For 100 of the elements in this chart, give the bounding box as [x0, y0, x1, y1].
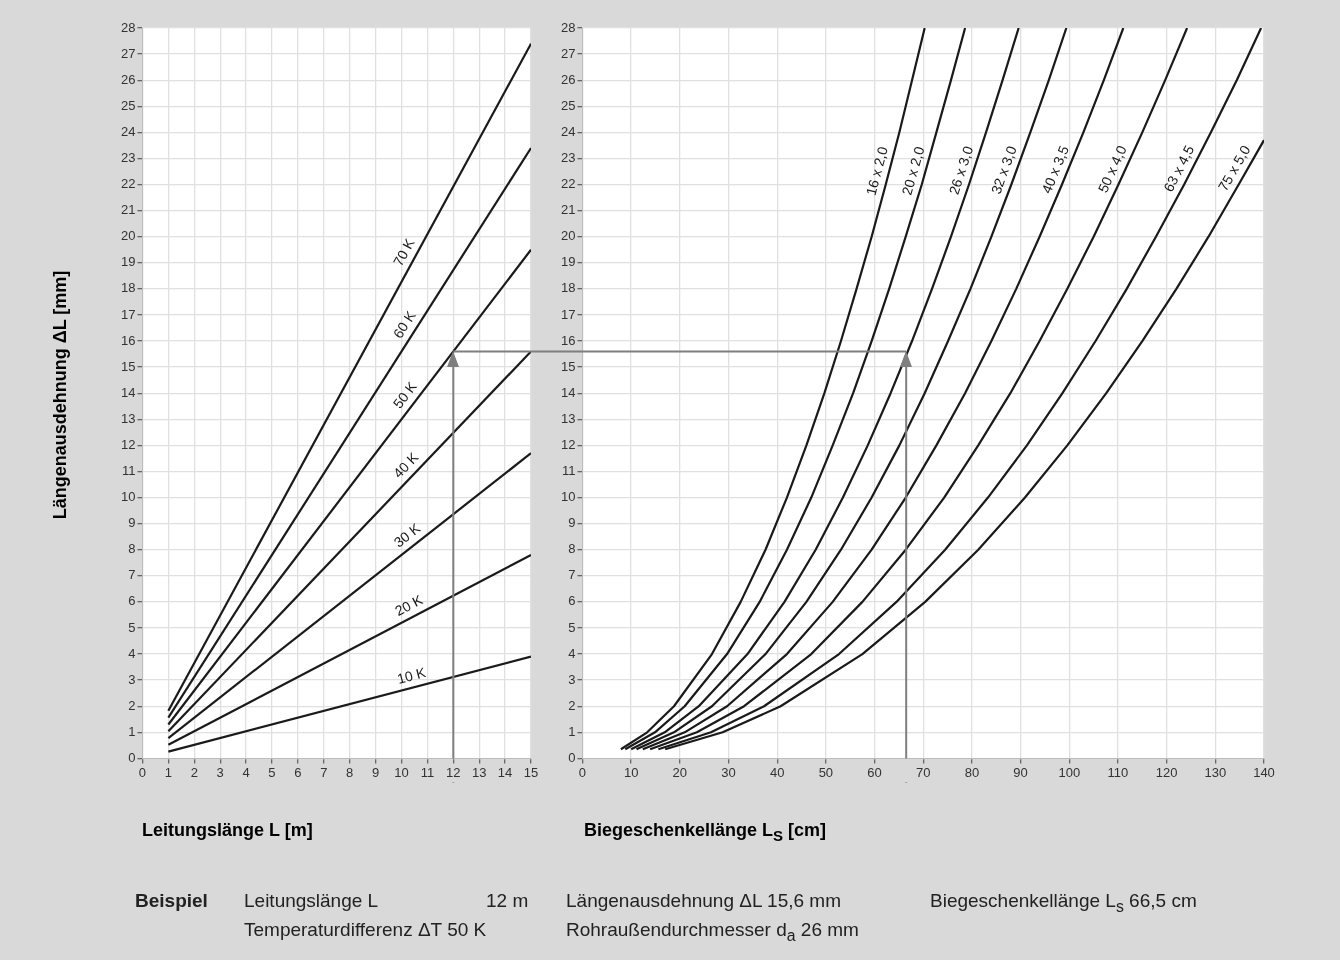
x-tick-label: 4 — [242, 764, 250, 780]
y-tick-label: 10 — [120, 489, 136, 505]
y-tick-label: 3 — [568, 671, 576, 687]
text: Leitungslänge L — [244, 890, 379, 912]
text: 60 K — [389, 307, 420, 342]
y-tick-label: 2 — [568, 697, 576, 713]
text: 12 m — [486, 890, 529, 912]
text: 20 x 2,0 — [898, 144, 928, 197]
x-tick-label: 2 — [190, 764, 198, 780]
x-tick-label: 130 — [1204, 764, 1227, 780]
y-tick-label: 8 — [568, 541, 576, 557]
x-tick-label: 6 — [294, 764, 302, 780]
text: Rohraußendurchmesser d$_{a}$ 26 mm — [566, 919, 859, 945]
x-tick-label: 30 — [721, 764, 736, 780]
y-axis-title: Längenausdehnung ΔL [mm] — [49, 270, 71, 520]
y-tick-label: 20 — [120, 228, 136, 244]
y-tick-label: 23 — [560, 150, 576, 166]
y-tick-label: 26 — [120, 71, 136, 87]
x-tick-label: 100 — [1058, 764, 1081, 780]
y-tick-label: 13 — [560, 410, 576, 426]
text: 40 K — [389, 448, 422, 482]
y-tick-label: 11 — [561, 463, 576, 479]
y-tick-label: 21 — [120, 202, 136, 218]
y-tick-label: 22 — [120, 176, 136, 192]
y-tick-label: 1 — [128, 723, 136, 739]
y-tick-label: 5 — [128, 619, 136, 635]
y-tick-label: 6 — [568, 593, 576, 609]
y-tick-label: 11 — [121, 463, 136, 479]
text: 75 x 5,0 — [1214, 142, 1254, 194]
x-tick-label: 14 — [497, 764, 513, 780]
x-tick-label: 120 — [1155, 764, 1178, 780]
y-tick-label: 20 — [560, 228, 576, 244]
x-tick-label: 20 — [672, 764, 688, 780]
text: 20 K — [392, 591, 426, 619]
y-tick-label: 25 — [120, 97, 136, 113]
x-tick-label: 110 — [1107, 764, 1129, 780]
y-tick-label: 7 — [568, 567, 576, 583]
x-tick-label: 90 — [1013, 764, 1028, 780]
text: 50 K — [389, 378, 421, 412]
y-tick-label: 7 — [128, 567, 136, 583]
text: 16 x 2,0 — [862, 144, 891, 198]
x-tick-label: 140 — [1253, 764, 1275, 780]
y-tick-label: 2 — [128, 697, 136, 713]
y-tick-label: 1 — [568, 723, 576, 739]
x-tick-label: 40 — [769, 764, 785, 780]
y-tick-label: 3 — [128, 671, 136, 687]
x-tick-label: 1 — [164, 764, 172, 780]
y-tick-label: 5 — [568, 619, 576, 635]
x-tick-label: 10 — [623, 764, 639, 780]
y-tick-label: 0 — [568, 749, 576, 765]
y-tick-label: 12 — [120, 436, 136, 452]
text: Biegeschenkellänge L$_{s}$ 66,5 cm — [930, 890, 1197, 916]
text: 70 K — [389, 235, 418, 269]
y-tick-label: 15 — [560, 358, 576, 374]
y-tick-label: 0 — [128, 749, 136, 765]
text: Längenausdehnung ΔL 15,6 mm — [566, 890, 842, 912]
y-tick-label: 18 — [560, 280, 576, 296]
y-tick-label: 19 — [120, 254, 136, 270]
y-tick-label: 28 — [120, 19, 136, 35]
y-tick-label: 12 — [560, 436, 576, 452]
y-tick-label: 16 — [560, 332, 576, 348]
y-tick-label: 24 — [560, 123, 576, 139]
y-tick-label: 9 — [568, 515, 576, 531]
y-tick-label: 27 — [560, 45, 576, 61]
y-tick-label: 18 — [120, 280, 136, 296]
x-tick-label: 0 — [578, 764, 587, 780]
x-tick-label: 80 — [964, 764, 980, 780]
y-tick-label: 8 — [128, 541, 136, 557]
y-tick-label: 14 — [120, 384, 136, 400]
y-tick-label: 17 — [560, 306, 576, 322]
y-tick-label: 22 — [560, 176, 576, 192]
y-tick-label: 13 — [120, 410, 136, 426]
text: 63 x 4,5 — [1160, 142, 1198, 195]
x-tick-label: 0 — [138, 764, 147, 780]
y-tick-label: 28 — [560, 19, 576, 35]
text: 50 x 4,0 — [1094, 142, 1130, 195]
text: Temperaturdifferenz ΔT 50 K — [244, 919, 487, 941]
x-axis-title: Leitungslänge L [m] — [142, 820, 313, 841]
text: 10 K — [395, 663, 428, 687]
x-tick-label: 13 — [471, 764, 487, 780]
y-tick-label: 4 — [128, 645, 136, 661]
y-tick-label: 6 — [128, 593, 136, 609]
y-tick-label: 4 — [568, 645, 576, 661]
y-tick-label: 16 — [120, 332, 136, 348]
y-tick-label: 23 — [120, 150, 136, 166]
x-tick-label: 70 — [916, 764, 931, 780]
x-tick-label: 5 — [268, 764, 276, 780]
x-tick-label: 10 — [394, 764, 409, 780]
x-tick-label: 9 — [371, 764, 380, 780]
text: 30 K — [390, 519, 424, 551]
y-tick-label: 21 — [560, 202, 576, 218]
text: 26 x 3,0 — [945, 143, 977, 197]
y-tick-label: 24 — [120, 123, 136, 139]
y-tick-label: 15 — [120, 358, 136, 374]
text: 32 x 3,0 — [987, 143, 1020, 197]
x-tick-label: 8 — [346, 764, 354, 780]
x-tick-label: 3 — [216, 764, 224, 780]
y-tick-label: 27 — [120, 45, 136, 61]
y-tick-label: 17 — [120, 306, 136, 322]
x-tick-label: 15 — [523, 764, 539, 780]
